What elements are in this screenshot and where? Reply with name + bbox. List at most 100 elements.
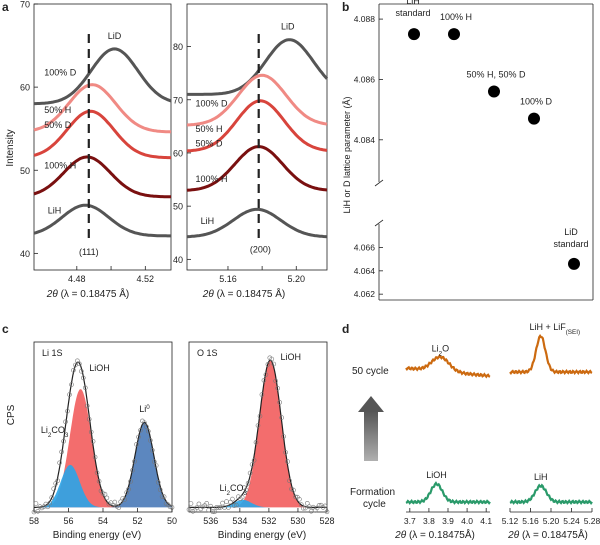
panel-c-data-point-1-30: [245, 480, 251, 486]
panel-c-data-point-1-44: [273, 378, 279, 384]
panel-c-data-point-1-36: [257, 413, 263, 419]
panel-c-x-tick-label-0-1: 56: [63, 516, 73, 526]
panel-d-series-0-0: [405, 353, 491, 379]
panel-c-x-tick-label-0-4: 50: [167, 516, 177, 526]
panel-c-data-point-1-57: [299, 502, 304, 508]
panel-a-y-axis-label: Intensity: [5, 129, 16, 166]
panel-c-x-tick-label-1-1: 534: [232, 516, 247, 526]
panel-a-y-tick-label-0-3: 70: [20, 0, 30, 10]
panel-d-series-0-1: [405, 481, 491, 505]
panel-c-data-point-0-13: [57, 460, 62, 466]
panel-a-series-0-2: [33, 109, 172, 160]
panel-c-data-point-1-9: [204, 501, 209, 506]
panel-c-data-point-1-32: [249, 462, 255, 467]
panel-c-data-point-0-51: [132, 459, 137, 464]
panel-a-y-tick-label-1-2: 60: [173, 148, 183, 158]
panel-letter-c: c: [2, 322, 9, 336]
panel-b: LiH or D lattice parameter (Å) 4.088 4.08…: [342, 0, 594, 301]
panel-b-y-tick-label-lower-1: 4.064: [354, 266, 376, 276]
panel-c-x-tick-label-0-0: 58: [29, 516, 39, 526]
panel-a-label-1-0: LiD: [281, 22, 295, 32]
panel-c-data-point-0-23: [77, 361, 82, 367]
panel-c-data-point-1-24: [234, 502, 239, 508]
panel-a-label-1-1: 100% D: [196, 99, 229, 109]
panel-c-data-point-1-42: [269, 356, 275, 362]
svg-text:2θ (λ = 0.18475Å): 2θ (λ = 0.18475Å): [394, 528, 475, 541]
panel-a-label-1-6: (200): [250, 244, 271, 254]
panel-c-data-point-0-69: [167, 504, 173, 510]
panel-c-data-point-1-29: [243, 487, 249, 493]
panel-b-point-1: [448, 28, 460, 41]
panel-c-data-point-1-2: [190, 508, 196, 514]
panel-b-point-label-2: 50% H, 50% D: [466, 70, 526, 80]
panel-c-data-point-0-8: [47, 500, 53, 506]
panel-a-label-0-3: 50% D: [44, 120, 72, 130]
panel-c-label-0-1: Li0: [139, 403, 150, 414]
panel-a-series-1-4: [186, 207, 328, 239]
panel-c-data-point-0-65: [159, 494, 165, 499]
panel-c-data-point-0-19: [69, 382, 74, 387]
panel-a-y-tick-label-1-4: 80: [173, 42, 183, 52]
panel-c-x-tick-label-1-0: 536: [203, 516, 218, 526]
panel-a-series-0-4: [33, 203, 171, 238]
panel-b-point-0: [408, 28, 420, 41]
panel-a-x-tick-label-0-2: 4.52: [137, 274, 155, 284]
panel-d-x-axis-label-right: 2θ (λ = 0.18475Å): [507, 528, 588, 541]
panel-c-data-point-1-54: [293, 494, 298, 500]
panel-c-data-point-0-37: [104, 495, 110, 501]
panel-c-data-point-0-44: [118, 499, 123, 505]
panel-c-data-point-0-1: [33, 501, 39, 506]
panel-a-label-1-3: 50% D: [196, 139, 224, 149]
panel-c-data-point-0-53: [136, 434, 141, 440]
panel-c-data-point-0-30: [90, 439, 96, 444]
panel-c-data-point-1-31: [247, 470, 253, 476]
panel-c-data-point-1-38: [261, 378, 267, 383]
panel-c-data-point-1-43: [271, 361, 277, 367]
panel-a-y-tick-label-0-0: 40: [20, 249, 30, 259]
panel-a-label-0-6: (111): [79, 247, 99, 257]
panel-d-series-1-1: [509, 483, 593, 505]
panel-c-data-point-1-58: [300, 505, 306, 511]
panel-b-y-tick-label-upper-1: 4.086: [354, 74, 376, 84]
panel-c-data-point-0-33: [96, 478, 102, 484]
panel-d-x-axis-label-theta-right: 2θ: [507, 530, 520, 541]
panel-c-data-point-1-0: [186, 507, 192, 512]
panel-a-plot-200: 40 50 60 70 80 5.16 5.20 LiD 100% D 50% H 50% D 100…: [173, 3, 329, 284]
panel-b-point-4: [568, 257, 580, 270]
panel-d-x-tick-label-1-3: 5.24: [563, 516, 580, 526]
panel-c-data-point-0-52: [134, 442, 139, 447]
svg-text:2θ (λ = 0.18475 Å): 2θ (λ = 0.18475 Å): [46, 287, 129, 300]
panel-b-point-label-1: 100% H: [440, 12, 472, 22]
panel-c-component-1-1: [189, 499, 327, 508]
panel-d-up-arrow-shaft: [364, 411, 378, 461]
panel-d-series-label-0-0: Li2O: [432, 344, 450, 358]
panel-letter-a: a: [2, 0, 9, 14]
panel-c-data-point-1-13: [212, 509, 217, 515]
panel-c-data-point-0-63: [155, 479, 161, 485]
panel-c: CPS Li 1S 58 56 54 52 50 LiOH Li0 Li2CO3 O 1S 536…: [6, 341, 335, 541]
panel-c-data-point-1-51: [287, 478, 292, 484]
panel-c-data-point-1-17: [220, 500, 225, 506]
panel-c-data-point-1-1: [188, 501, 194, 506]
panel-a-y-tick-label-0-1: 50: [20, 166, 30, 176]
panel-c-component-1-0: [189, 360, 327, 508]
panel-d-x-tick-label-0-0: 3.7: [404, 516, 416, 526]
panel-a-label-0-5: LiH: [48, 205, 62, 215]
panel-c-data-point-1-40: [265, 362, 271, 367]
panel-a-label-0-2: 50% H: [44, 105, 71, 115]
panel-c-data-point-1-20: [226, 505, 231, 510]
panel-d-x-tick-label-0-4: 4.1: [480, 516, 492, 526]
panel-c-data-point-1-34: [253, 440, 259, 445]
panel-b-axis-break-1: [374, 179, 384, 187]
panel-d-series-label-1-1: LiH: [534, 472, 548, 482]
panel-c-data-point-1-19: [224, 499, 229, 504]
panel-a-label-1-5: LiH: [201, 216, 215, 226]
panel-a-x-tick-label-1-0: 5.16: [219, 274, 237, 284]
panel-c-data-point-1-15: [216, 505, 221, 511]
panel-a-x-tick-label-1-2: 5.20: [288, 274, 306, 284]
panel-b-point-label-0-line2: standard: [395, 8, 430, 18]
panel-a-y-tick-label-1-1: 50: [173, 202, 183, 212]
panel-c-subplot-title-1: O 1S: [197, 348, 218, 358]
panel-d-x-tick-label-1-4: 5.28: [584, 516, 600, 526]
panel-d-x-tick-label-0-2: 3.9: [442, 516, 454, 526]
